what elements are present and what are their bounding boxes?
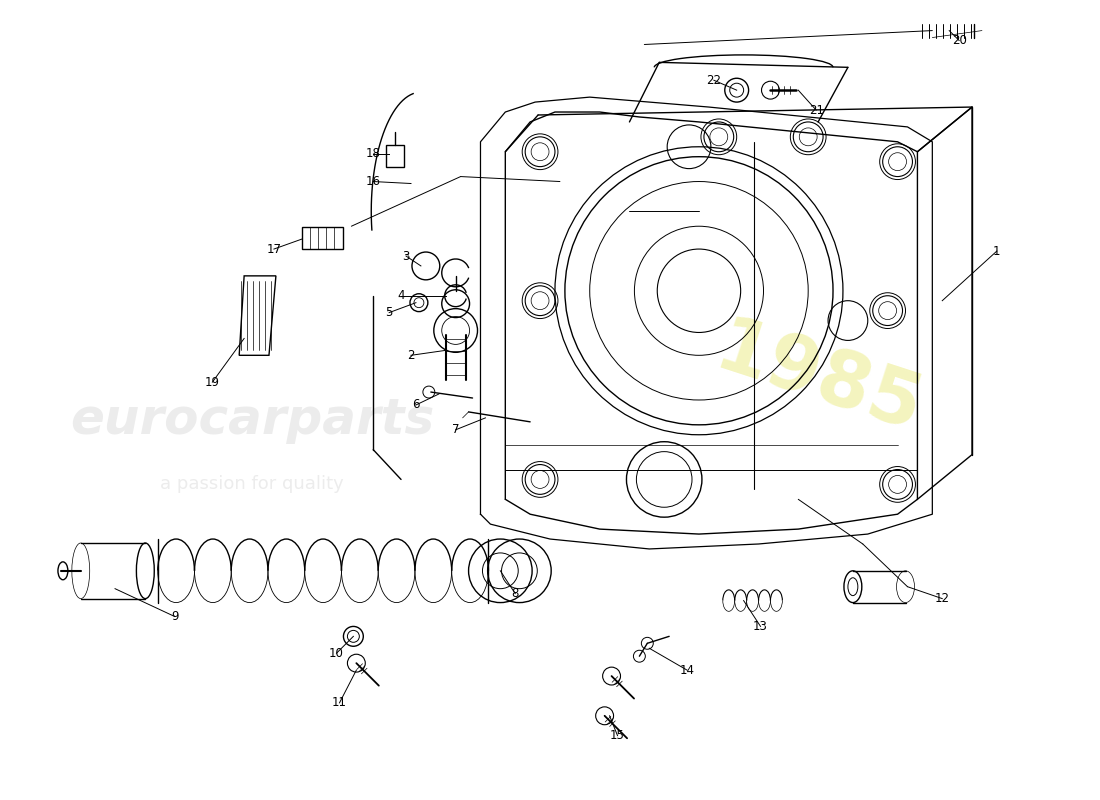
- Text: 16: 16: [365, 175, 381, 188]
- Text: 17: 17: [266, 242, 282, 255]
- Bar: [301, 227, 343, 249]
- Text: a passion for quality: a passion for quality: [161, 475, 344, 494]
- Text: 11: 11: [332, 696, 346, 710]
- Text: 3: 3: [403, 250, 409, 262]
- Text: 6: 6: [412, 398, 420, 411]
- Text: eurocarparts: eurocarparts: [70, 396, 434, 444]
- Text: 4: 4: [397, 290, 405, 302]
- Text: 10: 10: [329, 646, 344, 660]
- Text: 1985: 1985: [705, 312, 931, 448]
- Text: 12: 12: [935, 592, 949, 605]
- Text: 14: 14: [680, 664, 694, 677]
- Text: 1: 1: [993, 245, 1001, 258]
- Text: 13: 13: [754, 620, 768, 633]
- Text: 2: 2: [407, 349, 415, 362]
- Text: 5: 5: [385, 306, 393, 319]
- Text: 18: 18: [366, 147, 381, 160]
- Text: 20: 20: [952, 34, 967, 47]
- Text: 19: 19: [205, 376, 220, 389]
- Text: 21: 21: [808, 103, 824, 117]
- Text: 7: 7: [452, 423, 460, 436]
- Bar: [386, 145, 404, 166]
- Text: 8: 8: [512, 587, 519, 600]
- Text: 22: 22: [706, 74, 722, 86]
- Text: 9: 9: [170, 610, 178, 623]
- Text: 15: 15: [610, 729, 625, 742]
